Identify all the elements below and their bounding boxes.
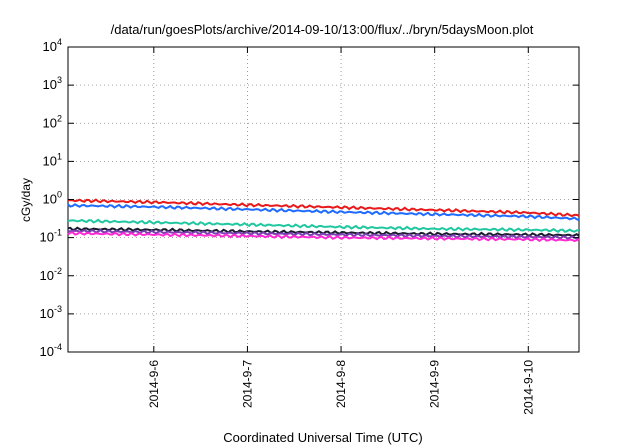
- y-tick-label: 10-3: [40, 304, 62, 321]
- chart-title: /data/run/goesPlots/archive/2014-09-10/1…: [111, 22, 534, 37]
- series-line-5: [67, 228, 580, 240]
- y-tick-label: 103: [43, 75, 62, 92]
- series-line-1: [67, 198, 580, 218]
- y-tick-label: 101: [43, 151, 62, 168]
- y-tick-label: 10-2: [40, 266, 62, 283]
- series-line-6: [67, 230, 580, 243]
- x-tick-label: 2014-9-9: [428, 360, 442, 408]
- grid: [68, 47, 579, 352]
- y-tick-label: 102: [43, 113, 62, 130]
- series-group: [67, 198, 580, 243]
- x-axis-label: Coordinated Universal Time (UTC): [223, 430, 422, 445]
- x-axis-ticks: 2014-9-6 2014-9-7 2014-9-8 2014-9-9 2014-9-1…: [147, 47, 535, 415]
- y-tick-label: 10-1: [40, 228, 62, 245]
- y-tick-label: 104: [43, 37, 62, 54]
- y-tick-label: 10-4: [40, 342, 62, 359]
- x-tick-label: 2014-9-8: [334, 360, 348, 408]
- y-axis-ticks: 10-4 10-3 10-2 10-1 100 101 102 103 104: [40, 37, 579, 359]
- x-tick-label: 2014-9-7: [240, 360, 254, 408]
- series-line-2: [67, 203, 580, 221]
- x-tick-label: 2014-9-6: [147, 360, 161, 408]
- x-tick-label: 2014-9-10: [521, 360, 535, 415]
- y-axis-label: cGy/day: [19, 178, 33, 222]
- series-line-3: [67, 218, 579, 234]
- y-tick-label: 100: [43, 190, 62, 207]
